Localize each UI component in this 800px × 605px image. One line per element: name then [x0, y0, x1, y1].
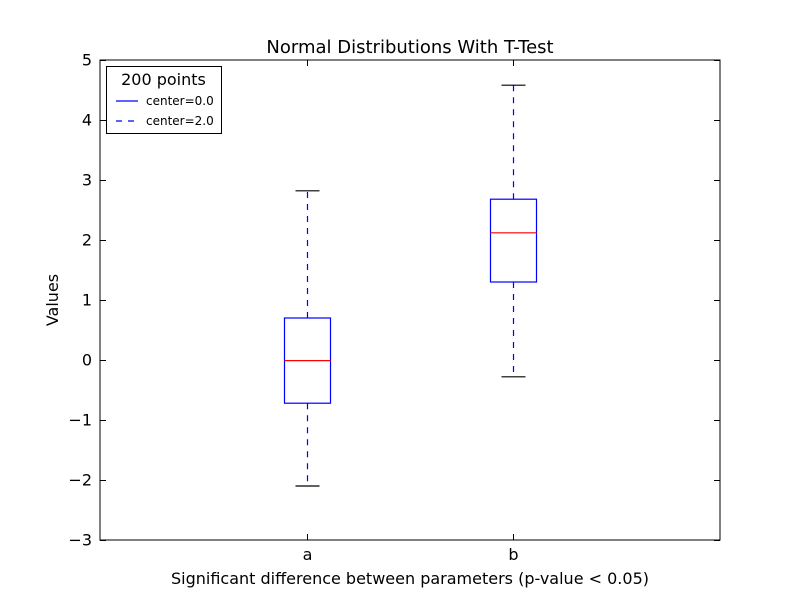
legend-entry-label: center=0.0: [146, 94, 214, 108]
legend: 200 points center=0.0 center=2.0: [106, 66, 222, 134]
y-tick-label: 2: [82, 231, 92, 250]
y-tick-label: −3: [68, 531, 92, 550]
y-tick-label: 3: [82, 171, 92, 190]
y-tick-label: −2: [68, 471, 92, 490]
y-tick-label: 0: [82, 351, 92, 370]
legend-entry-label: center=2.0: [146, 114, 214, 128]
box-iqr: [489, 198, 538, 283]
y-tick-label: 4: [82, 111, 92, 130]
x-tick-label: a: [303, 545, 313, 564]
x-axis-label: Significant difference between parameter…: [171, 569, 649, 588]
plot-area: −3 −2 −1 0 1 2 3 4 5 a b: [68, 51, 721, 564]
y-tick-label: 1: [82, 291, 92, 310]
x-tick-label: b: [508, 545, 518, 564]
y-tick-label: 5: [82, 51, 92, 70]
legend-frame: [106, 66, 222, 134]
legend-title: 200 points: [121, 70, 206, 89]
y-tick-label: −1: [68, 411, 92, 430]
chart-title: Normal Distributions With T-Test: [266, 37, 553, 58]
y-axis-label: Values: [43, 274, 62, 326]
